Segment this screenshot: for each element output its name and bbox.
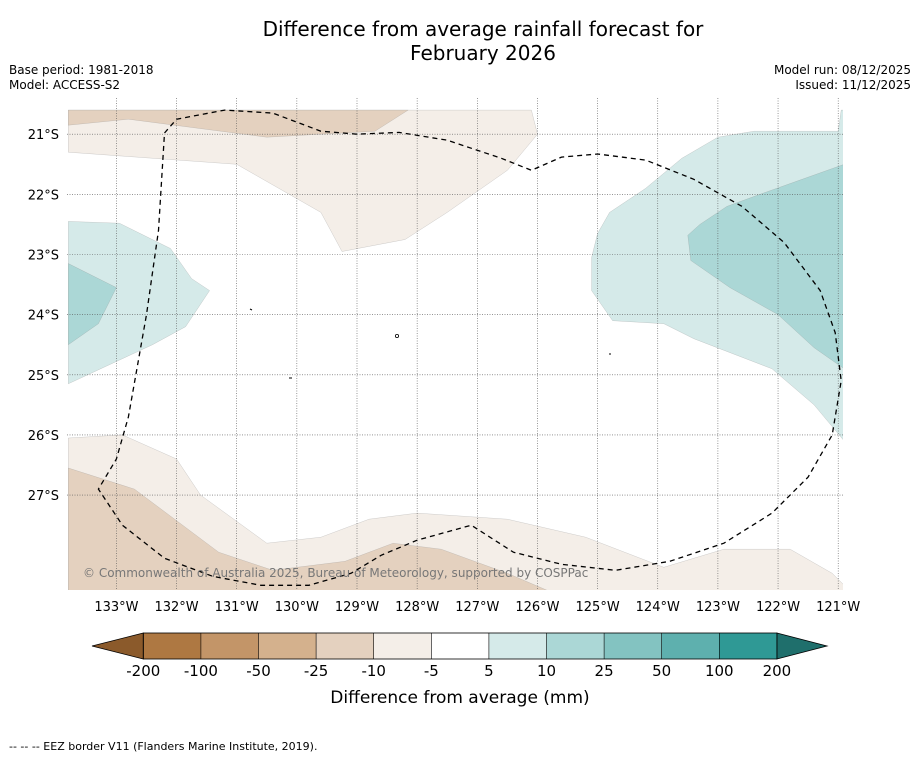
colorbar-tick-label: 100 xyxy=(705,662,734,680)
x-tick-label: 125°W xyxy=(576,600,620,615)
contour-region-west-wet-light xyxy=(68,221,210,385)
colorbar-tick-label: -10 xyxy=(361,662,386,680)
x-tick-label: 131°W xyxy=(215,600,259,615)
x-tick-label: 126°W xyxy=(515,600,559,615)
meta-left: Base period: 1981-2018 Model: ACCESS-S2 xyxy=(9,63,154,93)
rainfall-map-chart: © Commonwealth of Australia 2025, Bureau… xyxy=(28,98,861,708)
contour-region-west-wet-mid xyxy=(68,263,117,346)
colorbar-outline xyxy=(142,632,778,660)
contour-region-north-dry-mid xyxy=(68,109,409,138)
axis-tick-labels: 133°W 132°W 131°W 130°W 129°W 128°W 127°W 126°W… xyxy=(28,128,861,615)
eez-border-line xyxy=(97,109,842,586)
colorbar-tick-label: 10 xyxy=(537,662,556,680)
colorbar-bin xyxy=(661,633,720,659)
y-tick-label: 22°S xyxy=(28,188,59,203)
colorbar-bin xyxy=(431,633,489,659)
issued-label: Issued: 11/12/2025 xyxy=(795,78,911,92)
chart-title: Difference from average rainfall forecas… xyxy=(0,17,919,65)
x-tick-label: 133°W xyxy=(94,600,138,615)
eez-border-layer xyxy=(97,109,842,586)
colorbar: -200 -100 -50 -25 -10 -5 5 10 25 50 100 200 xyxy=(91,632,829,680)
colorbar-tick-label: 25 xyxy=(595,662,614,680)
colorbar-over-arrow xyxy=(776,632,829,660)
eez-footnote: -- -- -- EEZ border V11 (Flanders Marine… xyxy=(9,740,318,753)
colorbar-tick-label: -25 xyxy=(304,662,329,680)
x-tick-label: 132°W xyxy=(154,600,198,615)
x-tick-label: 124°W xyxy=(636,600,680,615)
colorbar-tick-label: 200 xyxy=(763,662,792,680)
x-tick-label: 128°W xyxy=(395,600,439,615)
y-tick-label: 25°S xyxy=(28,369,59,384)
island-marker xyxy=(249,308,253,311)
x-tick-label: 130°W xyxy=(275,600,319,615)
copyright-text: © Commonwealth of Australia 2025, Bureau… xyxy=(83,566,588,580)
y-tick-label: 21°S xyxy=(28,128,59,143)
contour-region-east-wet-mid xyxy=(687,164,843,369)
base-period-label: Base period: 1981-2018 xyxy=(9,63,154,77)
colorbar-bin xyxy=(258,633,317,659)
y-tick-label: 26°S xyxy=(28,429,59,444)
colorbar-bin xyxy=(488,633,547,659)
meta-right: Model run: 08/12/2025 Issued: 11/12/2025 xyxy=(774,63,911,93)
colorbar-label: Difference from average (mm) xyxy=(330,688,589,708)
chart-title-line1: Difference from average rainfall forecas… xyxy=(262,17,704,41)
gridlines xyxy=(67,98,843,590)
x-tick-label: 129°W xyxy=(335,600,379,615)
model-label: Model: ACCESS-S2 xyxy=(9,78,121,92)
contour-region-south-dry-light xyxy=(68,434,843,590)
colorbar-bin xyxy=(373,633,432,659)
island-marker xyxy=(394,333,399,338)
colorbar-bin xyxy=(604,633,662,659)
x-tick-label: 127°W xyxy=(455,600,499,615)
model-run-label: Model run: 08/12/2025 xyxy=(773,63,911,77)
y-tick-label: 24°S xyxy=(28,309,59,324)
colorbar-tick-label: 50 xyxy=(652,662,671,680)
colorbar-bin xyxy=(200,633,259,659)
contour-regions xyxy=(68,109,843,590)
colorbar-bin xyxy=(546,633,605,659)
colorbar-tick-label: -50 xyxy=(246,662,271,680)
colorbar-under-arrow xyxy=(91,632,144,660)
chart-title-line2: February 2026 xyxy=(410,41,556,65)
colorbar-tick-label: -200 xyxy=(126,662,160,680)
colorbar-bin xyxy=(316,633,374,659)
colorbar-tick-label: -100 xyxy=(184,662,218,680)
contour-region-south-dry-mid xyxy=(68,467,547,590)
colorbar-tick-label: -5 xyxy=(424,662,439,680)
x-tick-label: 121°W xyxy=(816,600,860,615)
y-tick-label: 23°S xyxy=(28,249,59,264)
y-tick-label: 27°S xyxy=(28,489,59,504)
x-tick-label: 123°W xyxy=(696,600,740,615)
island-markers xyxy=(249,308,611,379)
colorbar-bin xyxy=(719,633,777,659)
x-tick-label: 122°W xyxy=(756,600,800,615)
colorbar-bin xyxy=(143,633,201,659)
colorbar-tick-label: 5 xyxy=(484,662,494,680)
